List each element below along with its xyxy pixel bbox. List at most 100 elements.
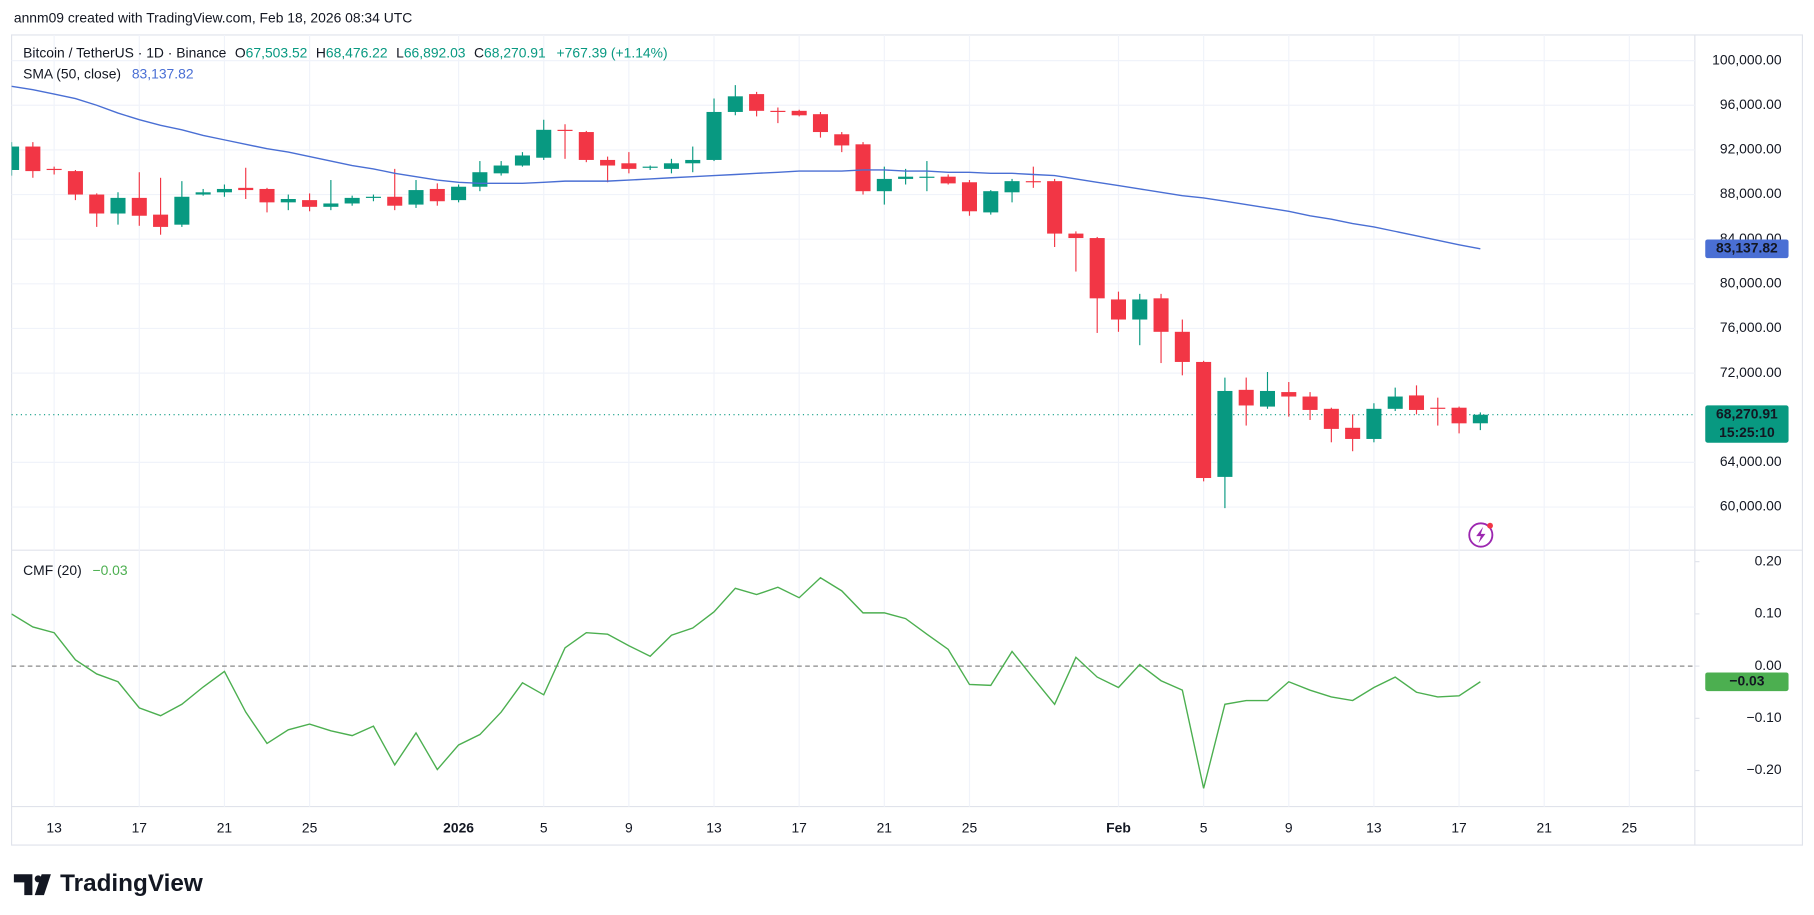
candle-body <box>472 172 488 187</box>
candle-body <box>25 146 41 172</box>
logo[interactable]: TradingView <box>13 870 203 897</box>
y-tick-label: 80,000.00 <box>1720 274 1782 290</box>
x-tick-label: 13 <box>1366 819 1382 835</box>
x-tick-label: Feb <box>1106 819 1131 835</box>
candle-body <box>1047 181 1063 234</box>
cmf-value: −0.03 <box>92 562 127 578</box>
badge-label: 68,270.91 <box>1716 405 1778 421</box>
candle-body <box>110 197 126 214</box>
candle-body <box>1217 390 1233 477</box>
x-tick-label: 25 <box>962 819 978 835</box>
x-tick-label: 5 <box>540 819 548 835</box>
candle-body <box>642 166 658 168</box>
price-badge <box>1705 672 1789 692</box>
candle-body <box>1089 238 1105 299</box>
attribution: annm09 created with TradingView.com, Feb… <box>14 9 412 25</box>
candle-body <box>153 214 169 227</box>
x-tick-label: 17 <box>1451 819 1467 835</box>
candle-body <box>876 178 892 192</box>
badge-label: −0.03 <box>1729 672 1764 688</box>
x-tick-label: 5 <box>1200 819 1208 835</box>
x-tick-label: 21 <box>877 819 893 835</box>
legend-h: H <box>316 44 326 60</box>
x-tick-label: 9 <box>625 819 633 835</box>
x-tick-label: 25 <box>302 819 318 835</box>
candle-body <box>195 192 211 195</box>
candle-body <box>323 203 339 207</box>
logo-mark[interactable] <box>13 874 51 896</box>
candle-body <box>855 144 871 192</box>
y-tick-label: 0.20 <box>1755 552 1782 568</box>
candle-body <box>238 187 254 191</box>
legend-c: C <box>474 44 484 60</box>
y-tick-label: 100,000.00 <box>1712 51 1782 67</box>
alert-icon[interactable] <box>1468 522 1494 548</box>
x-tick-label: 25 <box>1622 819 1638 835</box>
cmf-name: CMF (20) <box>23 562 82 578</box>
candle-body <box>408 190 424 205</box>
y-tick-label: 92,000.00 <box>1720 141 1782 157</box>
price-badge <box>1705 405 1789 443</box>
y-tick-label: −0.20 <box>1747 761 1782 777</box>
candle-body <box>1366 408 1382 439</box>
candle-body <box>365 196 381 198</box>
sma-value: 83,137.82 <box>132 65 194 81</box>
y-tick-label: −0.10 <box>1747 709 1782 725</box>
candle-body <box>1387 396 1403 409</box>
x-tick-label: 21 <box>217 819 233 835</box>
y-tick-label: 96,000.00 <box>1720 96 1782 112</box>
logo-text[interactable]: TradingView <box>60 870 203 897</box>
y-tick-label: 0.00 <box>1755 657 1782 673</box>
candle-body <box>1451 407 1467 424</box>
y-tick-label: 72,000.00 <box>1720 364 1782 380</box>
badge-label: 15:25:10 <box>1719 424 1775 440</box>
alert-dot[interactable] <box>1487 522 1493 529</box>
alert-bolt[interactable] <box>1476 526 1486 544</box>
y-tick-label: 60,000.00 <box>1720 498 1782 514</box>
y-tick-label: 76,000.00 <box>1720 319 1782 335</box>
candle-body <box>621 163 637 169</box>
x-tick-label: 13 <box>46 819 62 835</box>
legend-l-value: 66,892.03 <box>404 44 466 60</box>
y-tick-label: 64,000.00 <box>1720 453 1782 469</box>
candle-body <box>429 188 445 202</box>
candle-body <box>493 165 509 174</box>
candle-body <box>1430 407 1446 409</box>
x-tick-label: 21 <box>1536 819 1552 835</box>
candle-body <box>514 155 530 166</box>
legend-c-value: 68,270.91 <box>484 44 546 60</box>
candle-body <box>216 188 232 193</box>
logo-dot[interactable] <box>34 875 42 883</box>
legend-sma: SMA (50, close) 83,137.82 <box>23 65 194 81</box>
candle-body <box>1323 408 1339 429</box>
x-tick-label: 13 <box>706 819 722 835</box>
candle-body <box>1132 299 1148 320</box>
candle-body <box>536 129 552 158</box>
candle-body <box>770 110 786 113</box>
legend-h-value: 68,476.22 <box>326 44 388 60</box>
candle-body <box>11 146 20 170</box>
grid <box>11 34 1695 807</box>
legend-o-value: 67,503.52 <box>246 44 308 60</box>
frame <box>10 34 1804 846</box>
candle-body <box>557 129 573 131</box>
candle-body <box>1153 298 1169 332</box>
candle-body <box>961 182 977 212</box>
candle-body <box>1110 299 1126 320</box>
candle-body <box>1302 396 1318 410</box>
legend-l: L <box>396 44 404 60</box>
legend-o: O <box>235 44 246 60</box>
legend-cmf: CMF (20) −0.03 <box>23 562 128 578</box>
candle-body <box>387 196 403 206</box>
candle-body <box>174 196 190 225</box>
alert-circle[interactable] <box>1468 522 1494 548</box>
x-tick-label: 9 <box>1285 819 1293 835</box>
series-line <box>11 85 1481 250</box>
candle-body <box>259 188 275 203</box>
candle-body <box>131 197 147 216</box>
axes: 13 17 21 25 2026 5 9 13 17 21 25 Feb 5 9 13 17 21 25 100,0… <box>46 51 1789 835</box>
symbol: Bitcoin / TetherUS · 1D · Binance <box>23 44 227 60</box>
candle-body <box>1259 390 1276 407</box>
x-tick-label: 2026 <box>443 819 474 835</box>
candle-body <box>344 197 360 204</box>
